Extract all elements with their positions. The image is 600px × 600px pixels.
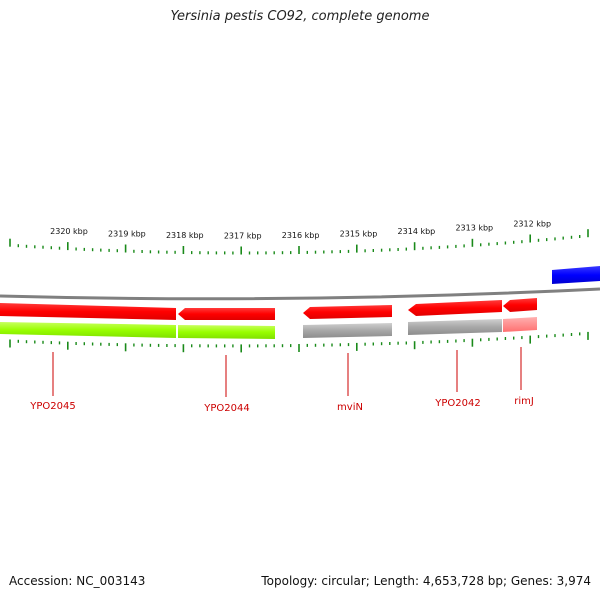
cds-mviN xyxy=(303,323,392,338)
gene-arrow-YPO2045 xyxy=(0,303,176,320)
gene-labels: YPO2045 YPO2044 mviN YPO2042 rimJ xyxy=(29,396,534,414)
cds-YPO2044 xyxy=(178,325,275,339)
ruler-label: 2314 kbp xyxy=(398,227,436,236)
outer-ruler-ticks xyxy=(9,229,589,255)
ruler-label: 2316 kbp xyxy=(282,231,320,240)
feature-blue-segment xyxy=(552,266,600,284)
ruler-label: 2313 kbp xyxy=(455,224,493,233)
gene-arrow-mviN xyxy=(303,305,392,319)
gene-arrow-YPO2044 xyxy=(178,308,275,320)
ruler-label: 2319 kbp xyxy=(108,230,146,239)
gene-arrow-YPO2042 xyxy=(408,300,502,316)
genome-backbone xyxy=(0,287,600,301)
ruler-label: 2315 kbp xyxy=(340,230,378,239)
ruler-labels: 2320 kbp 2319 kbp 2318 kbp 2317 kbp 2316 kbp… xyxy=(50,219,551,240)
gene-label: rimJ xyxy=(514,396,534,407)
ruler-label: 2317 kbp xyxy=(224,232,262,241)
gene-label: YPO2045 xyxy=(29,401,75,412)
gene-label: YPO2044 xyxy=(203,403,249,414)
genome-summary-text: Topology: circular; Length: 4,653,728 bp… xyxy=(261,574,591,588)
inner-ruler-ticks xyxy=(9,331,589,353)
gene-label-lines xyxy=(52,347,522,397)
cds-rimJ xyxy=(503,317,537,332)
forward-strand-track xyxy=(0,298,537,320)
accession-text: Accession: NC_003143 xyxy=(9,574,146,588)
cds-YPO2045 xyxy=(0,322,176,338)
ruler-label: 2318 kbp xyxy=(166,231,204,240)
cds-YPO2042 xyxy=(408,319,502,335)
gene-arrow-rimJ xyxy=(503,298,537,312)
gene-label: mviN xyxy=(337,402,363,413)
gene-label: YPO2042 xyxy=(434,398,480,409)
map-title: Yersinia pestis CO92, complete genome xyxy=(170,9,430,24)
ruler-label: 2320 kbp xyxy=(50,227,88,236)
ruler-label: 2312 kbp xyxy=(513,219,551,228)
cds-track xyxy=(0,317,537,339)
